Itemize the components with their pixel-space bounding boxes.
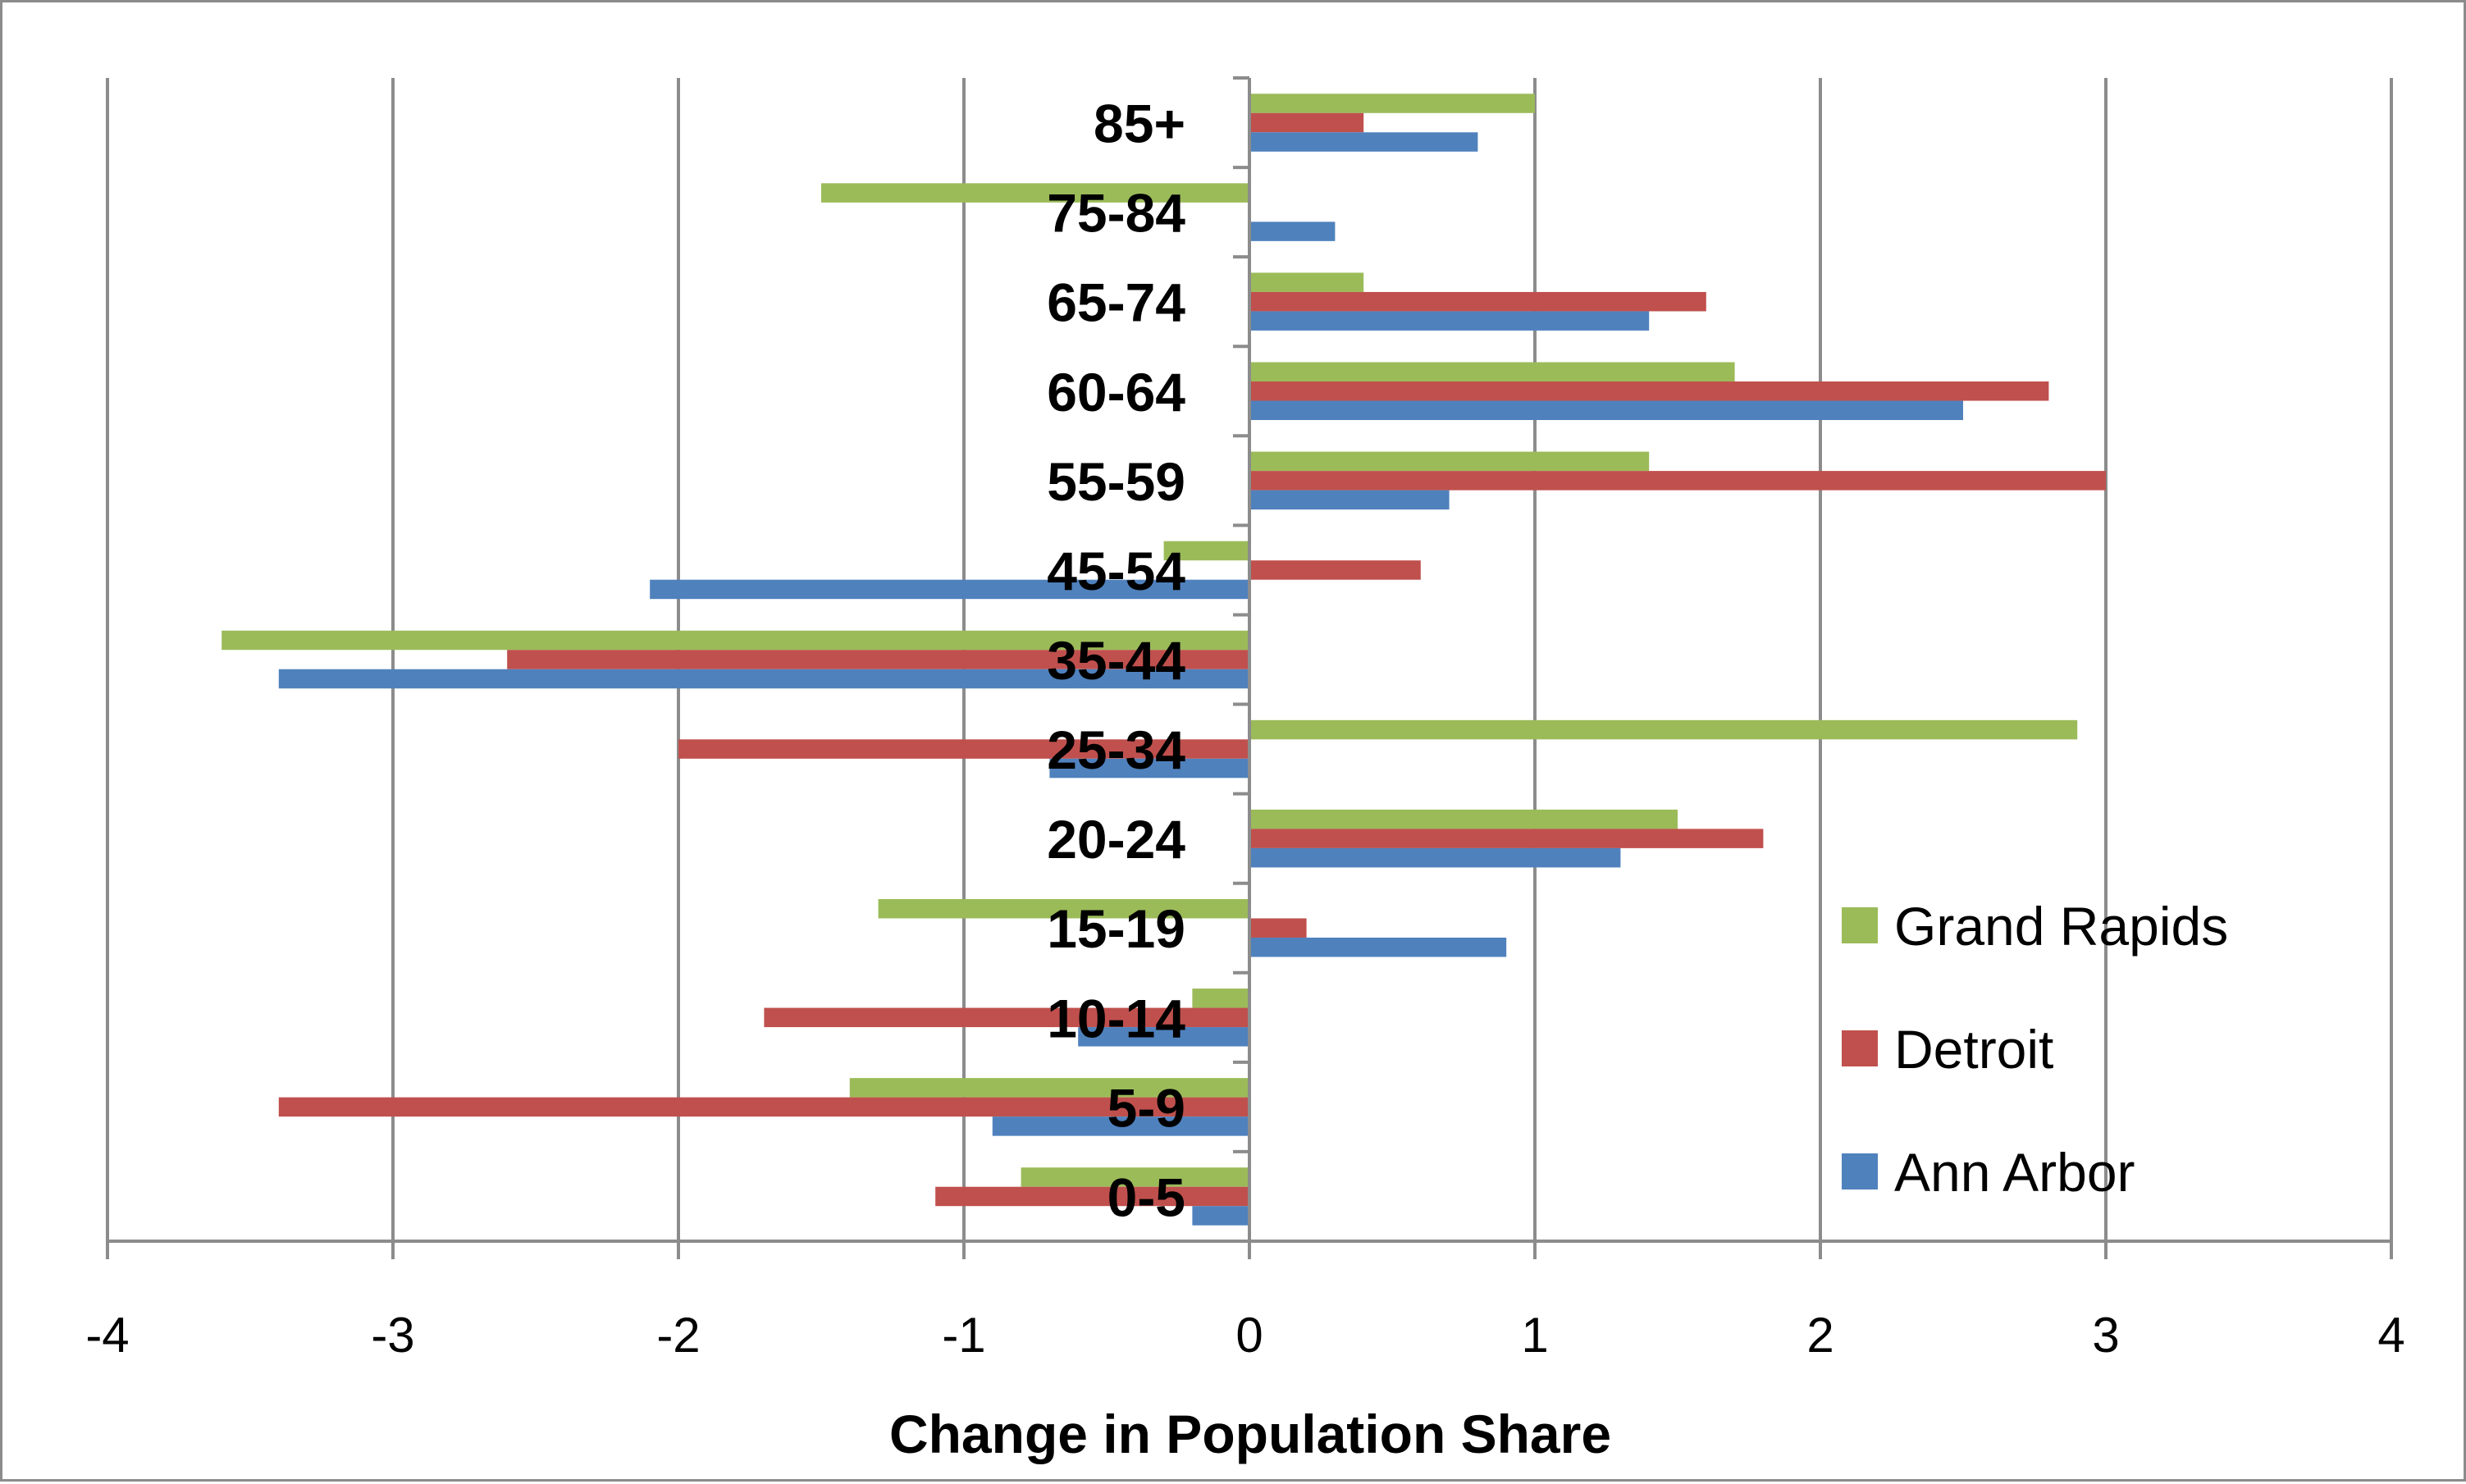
legend-swatch-ann-arbor — [1842, 1153, 1878, 1189]
x-tick-label-1: 1 — [1521, 1308, 1548, 1363]
category-label-35-44: 35-44 — [1047, 630, 1185, 691]
category-label-5-9: 5-9 — [1107, 1077, 1185, 1138]
bar-grand-rapids-10-14 — [1192, 989, 1249, 1008]
bar-detroit-20-24 — [1249, 829, 1764, 848]
bar-grand-rapids-5-9 — [849, 1078, 1249, 1098]
x-tick-label--2: -2 — [656, 1308, 700, 1363]
category-labels: 0-5 5-9 10-14 15-19 20-24 25-34 35-44 45-54 55-5… — [1047, 94, 1185, 1228]
x-tick-label--1: -1 — [942, 1308, 985, 1363]
bar-ann-arbor-5-9 — [992, 1116, 1249, 1136]
bar-detroit-55-59 — [1249, 471, 2106, 491]
bar-ann-arbor-75-84 — [1249, 221, 1336, 241]
bar-detroit-5-9 — [278, 1097, 1249, 1117]
bar-ann-arbor-10-14 — [1078, 1027, 1249, 1047]
bar-ann-arbor-0-5 — [1192, 1206, 1249, 1226]
bar-ann-arbor-55-59 — [1249, 490, 1450, 510]
bar-grand-rapids-0-5 — [1021, 1167, 1249, 1187]
bar-ann-arbor-20-24 — [1249, 847, 1621, 868]
bar-grand-rapids-85+ — [1249, 94, 1535, 113]
bar-grand-rapids-60-64 — [1249, 362, 1735, 382]
bar-ann-arbor-15-19 — [1249, 937, 1507, 957]
bar-grand-rapids-15-19 — [878, 898, 1249, 919]
x-tick-label-2: 2 — [1806, 1308, 1834, 1363]
bar-grand-rapids-35-44 — [221, 630, 1250, 651]
bar-grand-rapids-55-59 — [1249, 451, 1650, 472]
bar-detroit-10-14 — [764, 1007, 1249, 1028]
bar-detroit-0-5 — [935, 1186, 1249, 1207]
category-label-0-5: 0-5 — [1107, 1167, 1185, 1227]
bar-detroit-85+ — [1249, 112, 1364, 133]
category-label-20-24: 20-24 — [1047, 809, 1185, 870]
bar-ann-arbor-35-44 — [278, 669, 1249, 689]
legend-swatch-grand-rapids — [1842, 907, 1878, 943]
legend-swatch-detroit — [1842, 1030, 1878, 1066]
bar-grand-rapids-25-34 — [1249, 719, 2078, 740]
bar-ann-arbor-65-74 — [1249, 311, 1650, 331]
legend: Grand Rapids Detroit Ann Arbor — [1842, 896, 2228, 1203]
bar-grand-rapids-45-54 — [1163, 541, 1249, 561]
bar-detroit-35-44 — [507, 650, 1249, 669]
category-label-75-84: 75-84 — [1047, 183, 1185, 244]
bar-detroit-15-19 — [1249, 918, 1307, 938]
category-label-10-14: 10-14 — [1047, 988, 1185, 1048]
x-tick-label-3: 3 — [2092, 1308, 2119, 1363]
bars — [221, 94, 2106, 1226]
category-label-65-74: 65-74 — [1047, 272, 1185, 333]
bar-grand-rapids-20-24 — [1249, 809, 1678, 829]
x-tick-label--4: -4 — [85, 1308, 129, 1363]
axes — [106, 76, 2393, 1259]
bar-grand-rapids-75-84 — [821, 183, 1249, 203]
category-label-15-19: 15-19 — [1047, 898, 1185, 959]
bar-ann-arbor-45-54 — [650, 579, 1249, 600]
bar-ann-arbor-25-34 — [1049, 758, 1249, 779]
x-tick-label-0: 0 — [1235, 1308, 1263, 1363]
category-label-60-64: 60-64 — [1047, 362, 1185, 422]
legend-label-ann-arbor: Ann Arbor — [1894, 1142, 2135, 1203]
category-label-25-34: 25-34 — [1047, 719, 1185, 780]
x-tick-label--3: -3 — [371, 1308, 414, 1363]
x-tick-labels: -4 -3 -2 -1 0 1 2 3 4 — [85, 1308, 2404, 1363]
legend-label-detroit: Detroit — [1894, 1019, 2053, 1080]
category-label-55-59: 55-59 — [1047, 451, 1185, 512]
x-tick-label-4: 4 — [2377, 1308, 2404, 1363]
legend-label-grand-rapids: Grand Rapids — [1894, 896, 2228, 957]
bar-ann-arbor-60-64 — [1249, 400, 1963, 421]
bar-detroit-45-54 — [1249, 560, 1421, 580]
bar-ann-arbor-85+ — [1249, 132, 1478, 152]
bar-grand-rapids-65-74 — [1249, 272, 1364, 292]
bar-detroit-65-74 — [1249, 291, 1706, 312]
bar-detroit-60-64 — [1249, 381, 2049, 401]
category-label-85+: 85+ — [1094, 94, 1185, 154]
x-axis-title: Change in Population Share — [889, 1404, 1611, 1464]
bar-detroit-25-34 — [678, 739, 1249, 759]
category-label-45-54: 45-54 — [1047, 541, 1185, 601]
